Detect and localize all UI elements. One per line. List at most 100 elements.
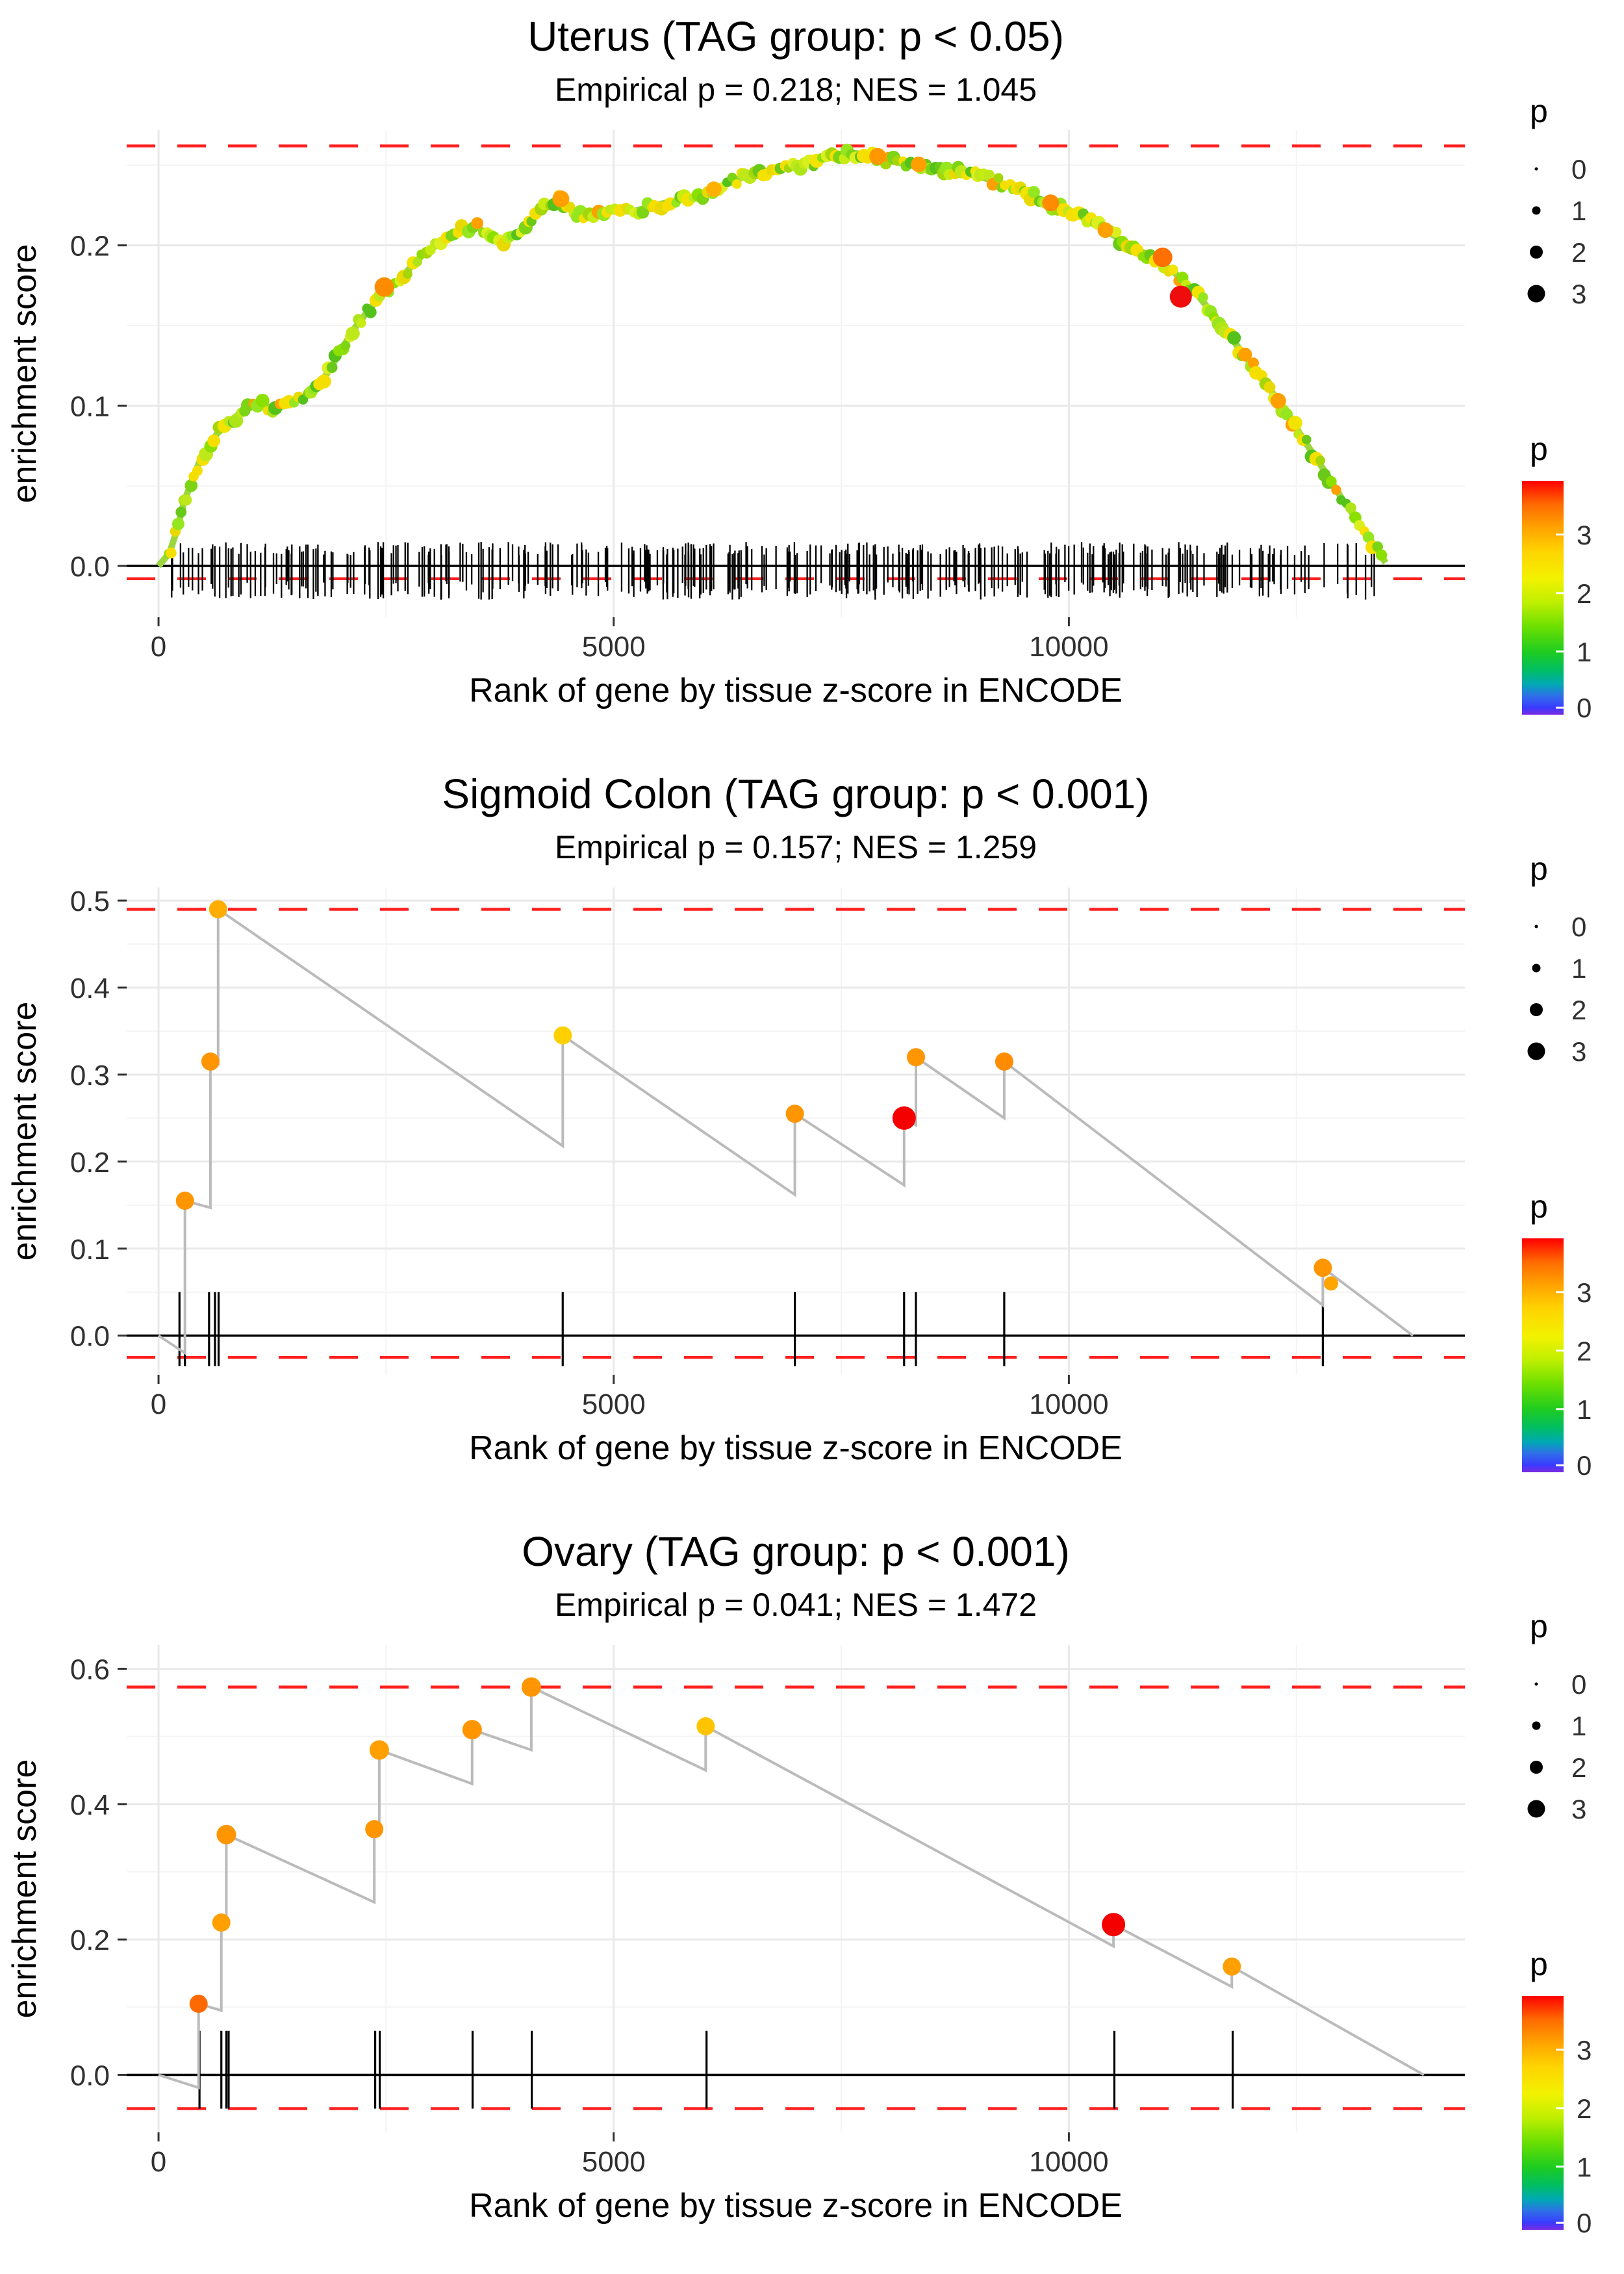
legend-color-label: 1 [1577,2152,1592,2182]
gene-point [189,1995,208,2013]
color-legend-title: p [1530,1188,1548,1225]
legend-color-label: 2 [1577,2093,1592,2124]
gene-point [993,173,1004,183]
y-tick-label: 0.2 [70,1924,110,1956]
gene-point [1169,285,1192,308]
color-legend: p 3 2 1 0 [1522,1188,1592,1481]
gene-point [216,1824,236,1845]
legend-color-label: 1 [1577,1394,1592,1425]
gene-point [1263,381,1276,394]
gene-point [1345,502,1356,514]
legend-size-dot [1530,1003,1543,1016]
gene-point [209,900,227,919]
gene-point [1248,357,1259,369]
y-tick-label: 0.1 [70,1234,110,1266]
gene-point [1097,222,1113,238]
gene-point [1280,408,1293,420]
gene-point [1238,348,1252,362]
y-tick-label: 0.4 [70,973,110,1004]
y-tick-label: 0.0 [70,1321,110,1353]
size-legend-title: p [1530,1608,1548,1644]
gene-point [462,1720,482,1740]
legend-size-label: 1 [1571,196,1586,226]
legend-size-dot [1532,1721,1541,1730]
running-sum-line [157,906,1414,1356]
gene-point [1325,476,1337,487]
y-tick-label: 0.0 [70,2060,110,2091]
legend-color-label: 0 [1577,2208,1592,2238]
gene-point [1362,531,1375,543]
gene-point [212,1913,231,1932]
x-tick-label: 0 [151,631,166,663]
legend-size-label: 0 [1571,154,1586,185]
y-tick-label: 0.2 [70,1147,110,1179]
x-tick-label: 5000 [582,2146,646,2178]
plot-subtitle: Empirical p = 0.218; NES = 1.045 [555,71,1037,108]
gene-point [346,326,360,341]
plot-subtitle: Empirical p = 0.157; NES = 1.259 [555,829,1037,865]
legend-size-dot [1534,925,1538,928]
gene-point [1198,292,1208,303]
gene-point [1302,435,1312,444]
gene-point [705,181,722,198]
legend-size-label: 1 [1571,1711,1586,1741]
gene-point [1313,1258,1332,1277]
gene-point [181,494,192,506]
legend-size-dot [1534,1682,1538,1686]
gene-point [184,479,198,492]
gene-point [201,1052,220,1071]
gene-point [1102,1913,1126,1937]
gene-point [1315,455,1326,466]
plot-title: Ovary (TAG group: p < 0.001) [522,1528,1070,1575]
gene-point [785,1105,804,1123]
x-tick-label: 5000 [582,1388,646,1420]
legend-size-label: 1 [1571,953,1586,984]
gene-point [365,1820,384,1839]
x-tick-label: 0 [151,1388,166,1420]
gene-point [892,1106,916,1130]
legend-size-dot [1527,1042,1545,1060]
size-legend: p0 1 2 3 [1527,1608,1586,1824]
gene-point [1375,549,1388,561]
x-axis-title: Rank of gene by tissue z-score in ENCODE [469,2187,1123,2225]
gene-point [1110,226,1122,238]
legend-color-label: 3 [1577,2035,1592,2065]
gene-point [636,206,650,219]
plot-subtitle: Empirical p = 0.041; NES = 1.472 [555,1587,1037,1623]
y-tick-label: 0.0 [70,551,110,583]
gene-point [175,1192,194,1210]
enrichment-curve [156,149,1389,568]
legend-size-dot [1532,206,1541,215]
y-tick-label: 0.3 [70,1060,110,1092]
gene-point [412,257,422,267]
x-tick-label: 10000 [1029,1388,1108,1420]
color-legend-title: p [1530,431,1548,467]
legend-color-label: 2 [1577,578,1592,609]
y-axis-title: enrichment score [6,244,44,504]
gene-point [995,1052,1013,1071]
legend-size-label: 3 [1571,1794,1586,1824]
plot-title: Sigmoid Colon (TAG group: p < 0.001) [442,771,1149,817]
x-axis-title: Rank of gene by tissue z-score in ENCODE [469,672,1123,709]
gene-point [1168,264,1178,275]
color-gradient-bar [1522,1996,1564,2230]
gene-point [1331,485,1341,495]
x-tick-label: 0 [151,2146,166,2178]
gene-point [1042,194,1059,212]
gene-point [552,190,570,208]
gene-point [356,318,366,328]
legend-size-dot [1527,1800,1545,1818]
gene-point [1227,331,1241,345]
gene-point [1223,1957,1241,1976]
gene-point [326,362,338,373]
legend-color-label: 2 [1577,1336,1592,1366]
color-legend: p 3 2 1 0 [1522,431,1592,723]
gene-point [207,434,220,448]
y-tick-label: 0.6 [70,1654,110,1685]
y-axis-title: enrichment score [6,1759,44,2019]
